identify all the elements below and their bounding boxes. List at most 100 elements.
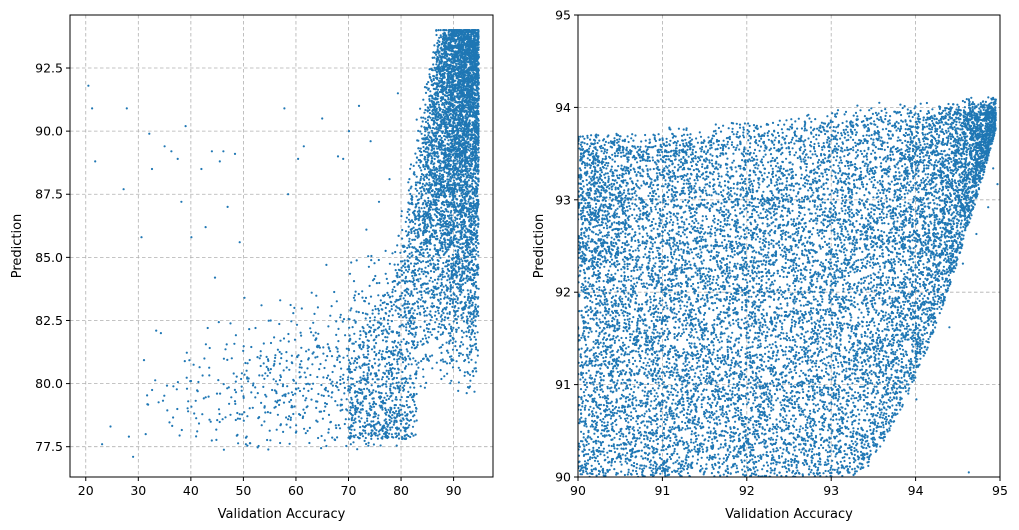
scatter-point <box>415 175 418 178</box>
scatter-point <box>448 269 451 273</box>
scatter-point <box>407 225 410 228</box>
scatter-point <box>460 42 463 45</box>
scatter-point <box>463 257 466 260</box>
scatter-point <box>422 252 425 255</box>
scatter-point <box>449 382 452 385</box>
scatter-point <box>455 111 458 114</box>
scatter-point <box>439 117 442 120</box>
scatter-point <box>474 142 477 145</box>
scatter-point <box>469 97 472 101</box>
scatter-point <box>435 176 438 179</box>
scatter-point <box>449 327 453 330</box>
scatter-point <box>445 34 448 37</box>
scatter-point <box>463 180 466 183</box>
scatter-point <box>439 210 443 213</box>
scatter-point <box>421 282 424 286</box>
scatter-point <box>420 207 423 210</box>
scatter-point <box>457 34 461 37</box>
scatter-point <box>476 172 480 175</box>
scatter-point <box>476 117 480 121</box>
scatter-point <box>444 180 447 183</box>
scatter-point <box>436 48 439 51</box>
scatter-point <box>425 275 428 278</box>
scatter-point <box>444 265 447 268</box>
scatter-point <box>432 194 435 197</box>
scatter-point <box>455 162 458 165</box>
scatter-point <box>445 90 448 93</box>
scatter-point <box>410 346 413 349</box>
scatter-point <box>451 127 454 130</box>
scatter-point <box>476 111 479 114</box>
scatter-point <box>475 53 478 56</box>
scatter-point <box>458 204 461 207</box>
scatter-point <box>417 219 420 222</box>
scatter-point <box>424 271 427 274</box>
scatter-point <box>440 60 443 63</box>
scatter-point <box>402 358 405 361</box>
scatter-point <box>413 285 416 288</box>
scatter-point <box>397 234 400 237</box>
scatter-point <box>473 41 476 44</box>
scatter-point <box>456 54 459 58</box>
scatter-point <box>435 126 438 129</box>
scatter-point <box>429 331 432 334</box>
scatter-point <box>460 62 463 65</box>
scatter-point <box>415 195 418 198</box>
scatter-point <box>453 314 456 317</box>
scatter-point <box>435 115 439 118</box>
scatter-point <box>430 333 433 336</box>
scatter-point <box>474 237 477 240</box>
scatter-point <box>469 249 472 252</box>
scatter-point <box>443 42 446 45</box>
scatter-point <box>474 162 478 165</box>
scatter-point <box>439 60 442 64</box>
scatter-point <box>465 319 469 322</box>
scatter-point <box>413 171 416 174</box>
scatter-point <box>463 252 467 255</box>
scatter-point <box>448 178 451 181</box>
scatter-point <box>464 46 467 49</box>
scatter-point <box>460 329 463 332</box>
scatter-point <box>440 146 443 149</box>
scatter-point <box>408 237 411 240</box>
scatter-point <box>456 302 459 305</box>
scatter-point <box>441 214 445 217</box>
scatter-point <box>466 167 469 170</box>
scatter-point <box>469 63 472 66</box>
scatter-point <box>447 68 450 71</box>
scatter-point <box>428 98 431 101</box>
scatter-point <box>454 164 457 168</box>
scatter-point <box>470 151 473 154</box>
scatter-point <box>460 95 463 98</box>
scatter-point <box>475 67 478 70</box>
scatter-point <box>428 170 431 173</box>
scatter-point <box>459 79 462 82</box>
scatter-point <box>459 121 462 124</box>
scatter-point <box>461 316 464 319</box>
scatter-point <box>401 370 404 374</box>
scatter-point <box>467 264 470 267</box>
scatter-point <box>463 206 466 210</box>
scatter-point <box>402 279 405 282</box>
scatter-point <box>427 148 430 151</box>
scatter-point <box>422 272 425 276</box>
scatter-point <box>434 51 437 54</box>
scatter-point <box>428 95 431 98</box>
scatter-point <box>460 341 463 344</box>
scatter-point <box>442 144 445 147</box>
scatter-point <box>438 241 441 244</box>
scatter-point <box>426 217 429 220</box>
scatter-point <box>452 179 456 182</box>
scatter-point <box>430 305 433 308</box>
scatter-point <box>422 357 425 360</box>
scatter-point <box>452 359 455 362</box>
scatter-point <box>470 40 473 44</box>
scatter-point <box>459 163 462 166</box>
scatter-point <box>477 144 480 147</box>
scatter-point <box>447 263 450 266</box>
scatter-point <box>419 187 422 190</box>
scatter-point <box>440 288 444 291</box>
scatter-point <box>466 148 470 151</box>
scatter-point <box>461 149 464 152</box>
scatter-point <box>427 287 430 290</box>
